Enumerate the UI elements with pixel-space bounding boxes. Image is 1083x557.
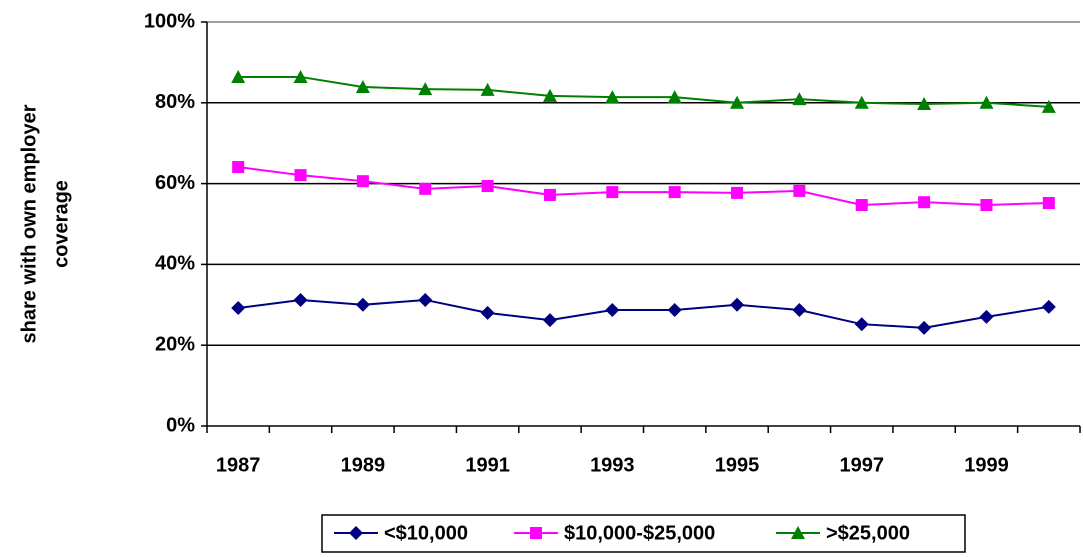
marker — [605, 90, 620, 104]
marker — [980, 199, 993, 212]
legend-label: >$25,000 — [826, 522, 910, 544]
marker — [854, 95, 869, 109]
marker — [542, 88, 557, 102]
marker — [418, 292, 433, 307]
marker — [231, 301, 246, 316]
y-tick-label: 0% — [166, 414, 195, 436]
marker — [667, 90, 682, 104]
marker — [480, 305, 495, 320]
marker — [294, 169, 307, 182]
marker — [1041, 99, 1056, 113]
x-tick-label: 1993 — [590, 454, 635, 476]
marker — [792, 303, 807, 318]
marker — [480, 82, 495, 96]
marker — [918, 196, 931, 209]
series-line — [238, 166, 1049, 207]
marker — [730, 95, 745, 109]
marker — [979, 95, 994, 109]
y-tick-label: 100% — [144, 10, 195, 32]
legend-label: <$10,000 — [384, 522, 468, 544]
marker — [1042, 196, 1055, 209]
series-line — [238, 298, 1049, 329]
legend-marker — [530, 527, 542, 539]
marker — [605, 303, 620, 318]
marker — [854, 317, 869, 332]
series-line — [238, 75, 1049, 108]
marker — [293, 69, 308, 83]
marker — [232, 161, 245, 174]
marker — [792, 92, 807, 106]
marker — [667, 303, 682, 318]
y-tick-label: 80% — [155, 91, 195, 113]
marker — [418, 82, 433, 96]
marker — [355, 80, 370, 94]
x-tick-label: 1999 — [964, 454, 1009, 476]
marker — [668, 186, 681, 199]
legend-box — [321, 514, 966, 553]
marker — [855, 199, 868, 212]
y-tick-label: 60% — [155, 172, 195, 194]
legend-marker — [791, 526, 805, 539]
x-tick-label: 1995 — [715, 454, 760, 476]
marker — [917, 320, 932, 335]
y-tick-label: 20% — [155, 333, 195, 355]
marker — [356, 175, 369, 188]
x-tick-label: 1991 — [465, 454, 510, 476]
marker — [1041, 299, 1056, 314]
marker — [731, 186, 744, 199]
y-tick-label: 40% — [155, 253, 195, 275]
marker — [917, 97, 932, 111]
y-axis-label: share with own employer — [18, 104, 40, 343]
marker — [231, 69, 246, 83]
x-tick-label: 1989 — [341, 454, 386, 476]
legend-label: $10,000-$25,000 — [564, 522, 715, 544]
marker — [793, 184, 806, 197]
x-tick-label: 1987 — [216, 454, 261, 476]
marker — [606, 186, 619, 199]
marker — [979, 309, 994, 324]
marker — [542, 313, 557, 328]
marker — [543, 188, 556, 201]
marker — [355, 297, 370, 312]
marker — [419, 182, 432, 195]
marker — [481, 180, 494, 193]
legend-marker — [349, 526, 363, 540]
x-tick-label: 1997 — [840, 454, 885, 476]
marker — [730, 297, 745, 312]
marker — [293, 292, 308, 307]
y-axis-label: coverage — [50, 180, 72, 268]
